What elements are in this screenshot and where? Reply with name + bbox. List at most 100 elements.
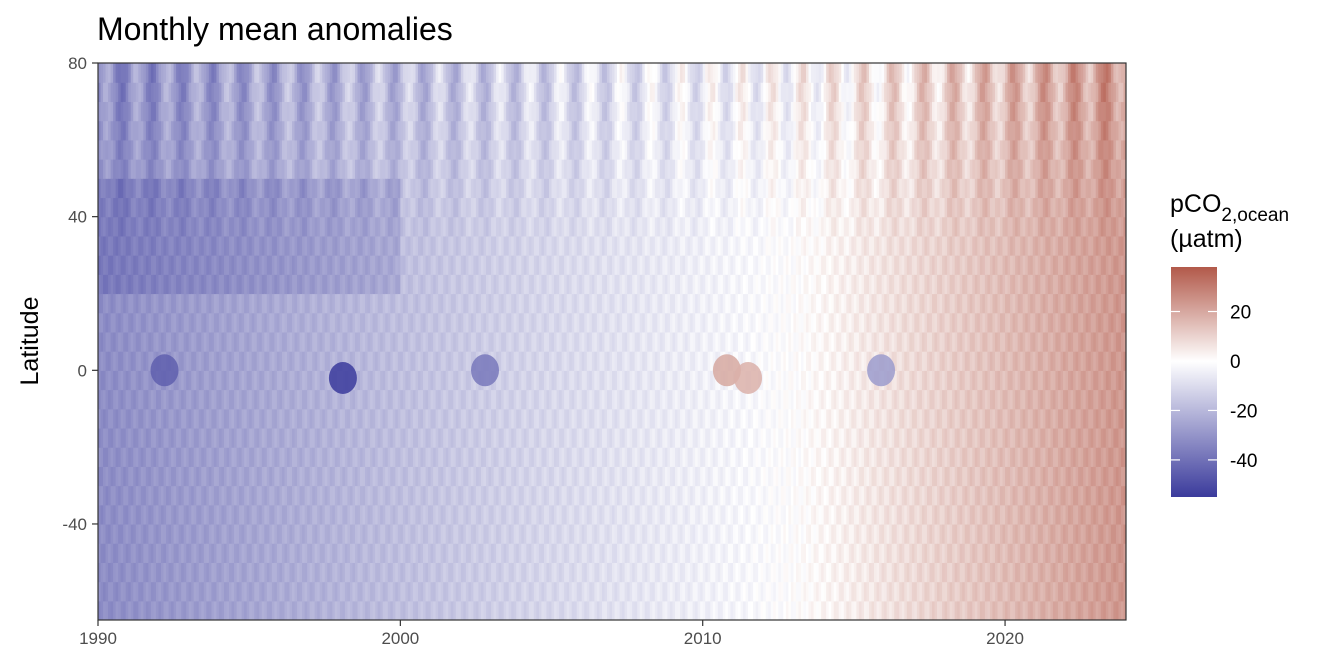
heatmap-cell <box>120 197 124 218</box>
heatmap-cell <box>360 427 364 448</box>
heatmap-cell <box>186 562 190 583</box>
heatmap-cell <box>349 235 354 256</box>
heatmap-cell <box>329 216 333 237</box>
heatmap-cell <box>367 504 371 525</box>
heatmap-cell <box>130 293 134 314</box>
heatmap-cell <box>176 255 180 275</box>
heatmap-cell <box>334 389 338 410</box>
heatmap-cell <box>256 255 260 275</box>
heatmap-cell <box>367 255 371 275</box>
heatmap-cell <box>402 370 406 391</box>
heatmap-cell <box>223 370 228 391</box>
heatmap-cell <box>234 312 238 333</box>
heatmap-cell <box>513 523 517 544</box>
heatmap-cell <box>203 235 207 256</box>
heatmap-cell <box>249 351 253 371</box>
heatmap-cell <box>256 312 260 333</box>
heatmap-cell <box>294 427 298 448</box>
heatmap-cell <box>410 408 414 429</box>
heatmap-cell <box>382 600 386 620</box>
heatmap-cell <box>198 197 202 218</box>
heatmap-cell <box>460 101 464 122</box>
heatmap-cell <box>274 523 278 544</box>
heatmap-cell <box>349 159 354 179</box>
heatmap-cell <box>392 370 396 391</box>
heatmap-cell <box>203 312 207 333</box>
heatmap-cell <box>269 197 273 218</box>
heatmap-cell <box>327 197 331 218</box>
heatmap-cell <box>193 82 197 103</box>
heatmap-cell <box>501 408 505 429</box>
heatmap-cell <box>241 370 245 391</box>
heatmap-cell <box>274 427 278 448</box>
heatmap-cell <box>317 523 321 544</box>
heatmap-cell <box>234 562 238 583</box>
heatmap-cell <box>506 293 510 314</box>
heatmap-cell <box>405 101 409 122</box>
heatmap-cell <box>264 600 268 620</box>
heatmap-cell <box>100 197 104 218</box>
heatmap-cell <box>511 331 515 352</box>
heatmap-cell <box>120 370 124 391</box>
heatmap-cell <box>113 274 117 295</box>
heatmap-cell <box>501 101 505 122</box>
heatmap-cell <box>193 63 197 83</box>
heatmap-cell <box>276 63 281 83</box>
heatmap-cell <box>155 255 160 275</box>
heatmap-cell <box>130 447 134 467</box>
heatmap-cell <box>196 389 200 410</box>
heatmap-cell <box>244 159 248 179</box>
heatmap-cell <box>438 504 442 525</box>
heatmap-cell <box>390 216 394 237</box>
heatmap-cell <box>380 235 384 256</box>
heatmap-cell <box>294 255 298 275</box>
heatmap-cell <box>309 370 313 391</box>
heatmap-cell <box>526 159 530 179</box>
heatmap-cell <box>183 466 187 487</box>
heatmap-cell <box>186 139 190 160</box>
heatmap-cell <box>443 101 447 122</box>
heatmap-cell <box>357 197 361 218</box>
heatmap-cell <box>297 197 301 218</box>
heatmap-cell <box>423 274 427 295</box>
heatmap-cell <box>123 466 127 487</box>
heatmap-cell <box>506 216 510 237</box>
heatmap-cell <box>367 562 371 583</box>
heatmap-cell <box>201 408 205 429</box>
heatmap-cell <box>395 543 399 563</box>
heatmap-cell <box>362 351 366 371</box>
heatmap-cell <box>392 197 396 218</box>
heatmap-cell <box>198 370 202 391</box>
heatmap-cell <box>372 312 376 333</box>
heatmap-cell <box>241 466 245 487</box>
heatmap-cell <box>186 255 190 275</box>
heatmap-cell <box>115 312 119 333</box>
heatmap-cell <box>153 63 157 83</box>
heatmap-cell <box>355 197 359 218</box>
heatmap-cell <box>155 447 160 467</box>
heatmap-cell <box>188 293 192 314</box>
heatmap-cell <box>113 63 117 83</box>
heatmap-cell <box>322 216 326 237</box>
heatmap-cell <box>299 216 303 237</box>
heatmap-cell <box>465 351 469 371</box>
heatmap-cell <box>108 139 112 160</box>
heatmap-cell <box>395 197 399 218</box>
heatmap-cell <box>428 312 432 333</box>
heatmap-cell <box>395 312 399 333</box>
heatmap-cell <box>513 581 517 602</box>
heatmap-cell <box>523 63 527 83</box>
heatmap-cell <box>123 562 127 583</box>
heatmap-cell <box>304 139 308 160</box>
heatmap-cell <box>465 466 469 487</box>
heatmap-cell <box>269 600 273 620</box>
heatmap-cell <box>420 408 424 429</box>
heatmap-cell <box>463 523 467 544</box>
heatmap-cell <box>135 216 139 237</box>
heatmap-cell <box>387 427 391 448</box>
heatmap-cell <box>181 389 185 410</box>
heatmap-cell <box>518 466 522 487</box>
heatmap-cell <box>531 562 535 583</box>
heatmap-cell <box>213 216 218 237</box>
heatmap-cell <box>478 101 482 122</box>
